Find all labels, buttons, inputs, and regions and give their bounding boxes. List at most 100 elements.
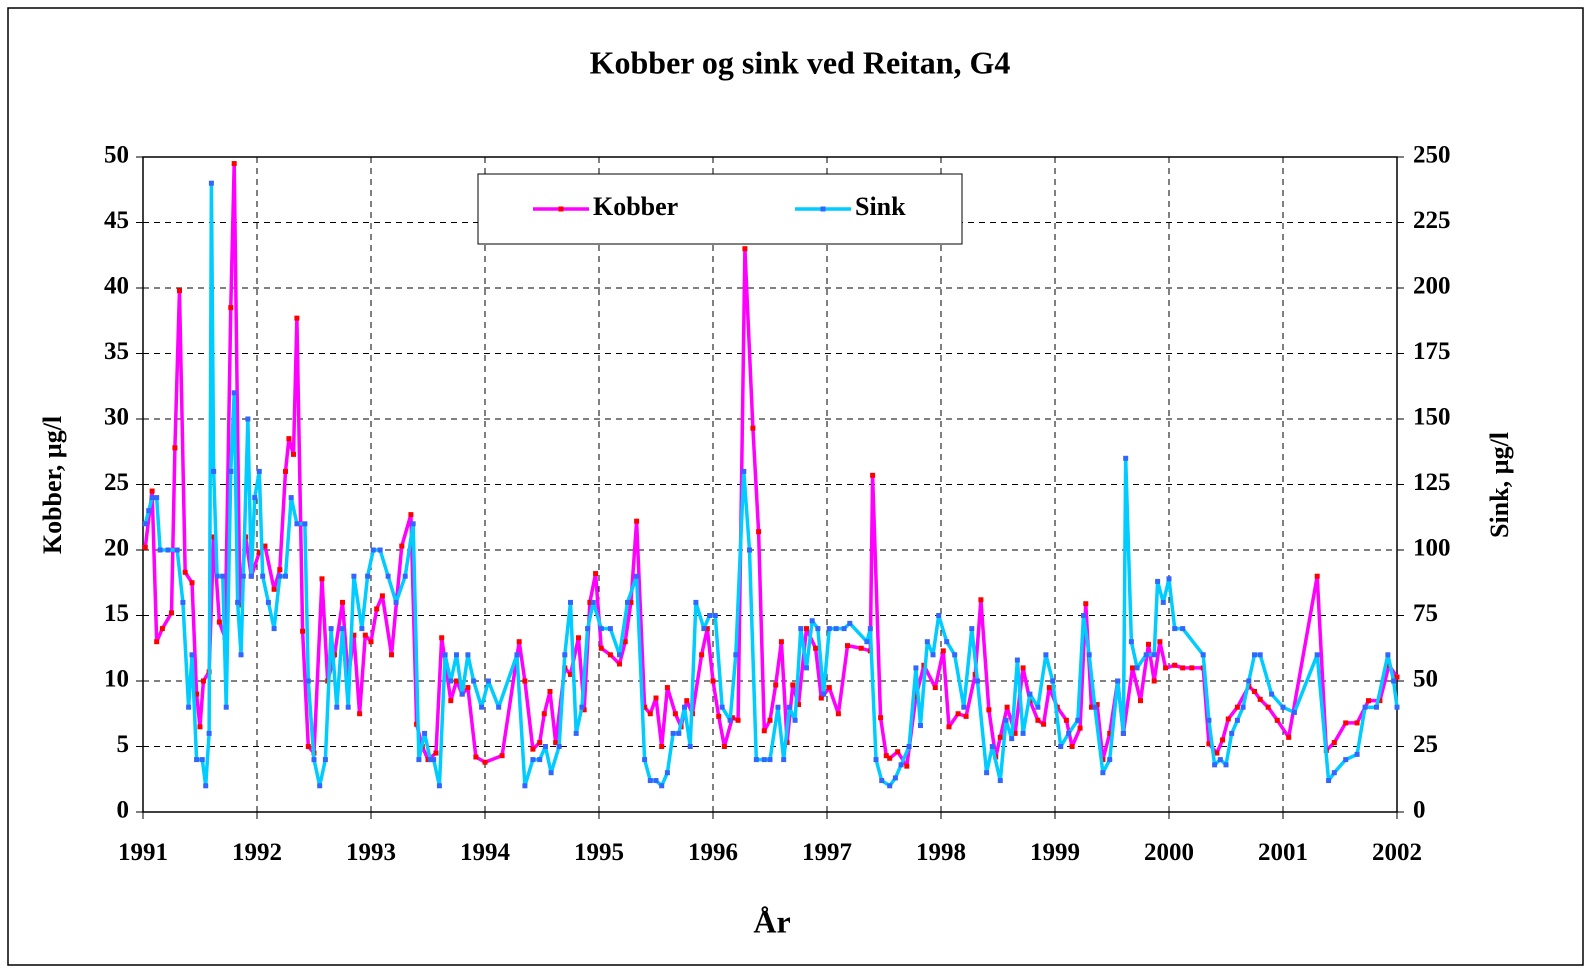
data-point (813, 645, 819, 651)
data-point (433, 750, 439, 756)
data-point (997, 734, 1003, 740)
data-point (936, 613, 942, 618)
data-point (1058, 744, 1064, 749)
data-point (944, 639, 950, 645)
data-point (448, 678, 454, 684)
data-point (1050, 678, 1056, 684)
data-point (223, 704, 229, 710)
data-point (659, 744, 665, 749)
y-tick-label: 20 (104, 535, 129, 562)
data-point (197, 724, 203, 730)
data-point (157, 547, 163, 553)
data-point (682, 704, 687, 710)
data-point (598, 626, 604, 632)
data-point (1391, 678, 1397, 684)
data-point (1092, 704, 1098, 710)
data-point (833, 626, 839, 632)
y2-axis-label: Sink, µg/l (1485, 432, 1514, 538)
data-point (211, 468, 217, 474)
data-point (969, 626, 975, 632)
data-point (721, 744, 727, 749)
data-point (1220, 737, 1226, 743)
data-point (402, 573, 408, 579)
data-point (317, 783, 323, 789)
data-point (634, 573, 640, 579)
data-point (340, 626, 345, 632)
data-point (1280, 704, 1286, 710)
data-point (1075, 717, 1081, 723)
data-point (1138, 698, 1143, 704)
data-point (328, 626, 334, 632)
data-point (548, 770, 554, 776)
data-point (482, 759, 488, 765)
data-point (1394, 674, 1400, 680)
data-point (1081, 613, 1086, 618)
data-point (359, 626, 365, 632)
data-point (1206, 717, 1212, 723)
y2-tick-label: 125 (1413, 469, 1451, 496)
data-point (260, 573, 266, 579)
data-point (1172, 626, 1178, 632)
data-point (1094, 702, 1100, 708)
data-point (399, 543, 405, 549)
data-point (448, 698, 454, 704)
data-point (963, 713, 969, 719)
data-point (262, 543, 268, 549)
data-point (818, 695, 824, 701)
data-point (238, 652, 244, 658)
y2-tick-label: 25 (1413, 731, 1438, 758)
data-point (231, 390, 237, 396)
data-point (1088, 704, 1094, 710)
data-point (1077, 725, 1083, 731)
data-point (913, 694, 919, 700)
data-point (607, 652, 613, 658)
data-point (1252, 652, 1257, 658)
data-point (182, 569, 188, 575)
data-point (579, 704, 585, 710)
data-point (436, 783, 442, 789)
data-point (562, 652, 568, 658)
data-point (283, 468, 288, 474)
data-point (377, 547, 383, 553)
data-point (1043, 652, 1049, 658)
x-tick-label: 1994 (460, 839, 511, 866)
data-point (370, 547, 376, 553)
data-point (305, 678, 311, 684)
data-point (701, 626, 707, 632)
data-point (1180, 626, 1186, 632)
data-point (465, 652, 471, 658)
data-point (1286, 734, 1292, 740)
data-point (847, 620, 853, 626)
data-point (465, 685, 471, 691)
data-point (1326, 778, 1332, 784)
x-tick-label: 1996 (688, 839, 738, 866)
data-point (585, 626, 591, 632)
data-point (237, 602, 243, 608)
data-point (214, 573, 220, 579)
data-point (887, 755, 893, 761)
data-point (775, 704, 781, 710)
data-point (1143, 652, 1149, 658)
legend-label: Sink (855, 192, 906, 221)
data-point (826, 626, 832, 632)
data-point (590, 599, 596, 605)
data-point (1240, 704, 1246, 710)
data-point (256, 468, 262, 474)
data-point (883, 753, 889, 759)
y2-tick-label: 225 (1413, 207, 1451, 234)
data-point (1343, 757, 1349, 763)
y-tick-label: 10 (104, 666, 129, 693)
data-point (653, 695, 659, 701)
data-point (1252, 688, 1257, 694)
data-point (707, 613, 713, 618)
data-point (581, 707, 587, 713)
data-point (427, 757, 433, 763)
data-point (240, 573, 246, 579)
data-point (845, 643, 851, 649)
data-point (750, 425, 756, 431)
data-point (1014, 657, 1020, 663)
data-point (200, 678, 206, 684)
data-point (1066, 730, 1072, 736)
data-point (1234, 704, 1240, 710)
data-point (319, 576, 325, 582)
